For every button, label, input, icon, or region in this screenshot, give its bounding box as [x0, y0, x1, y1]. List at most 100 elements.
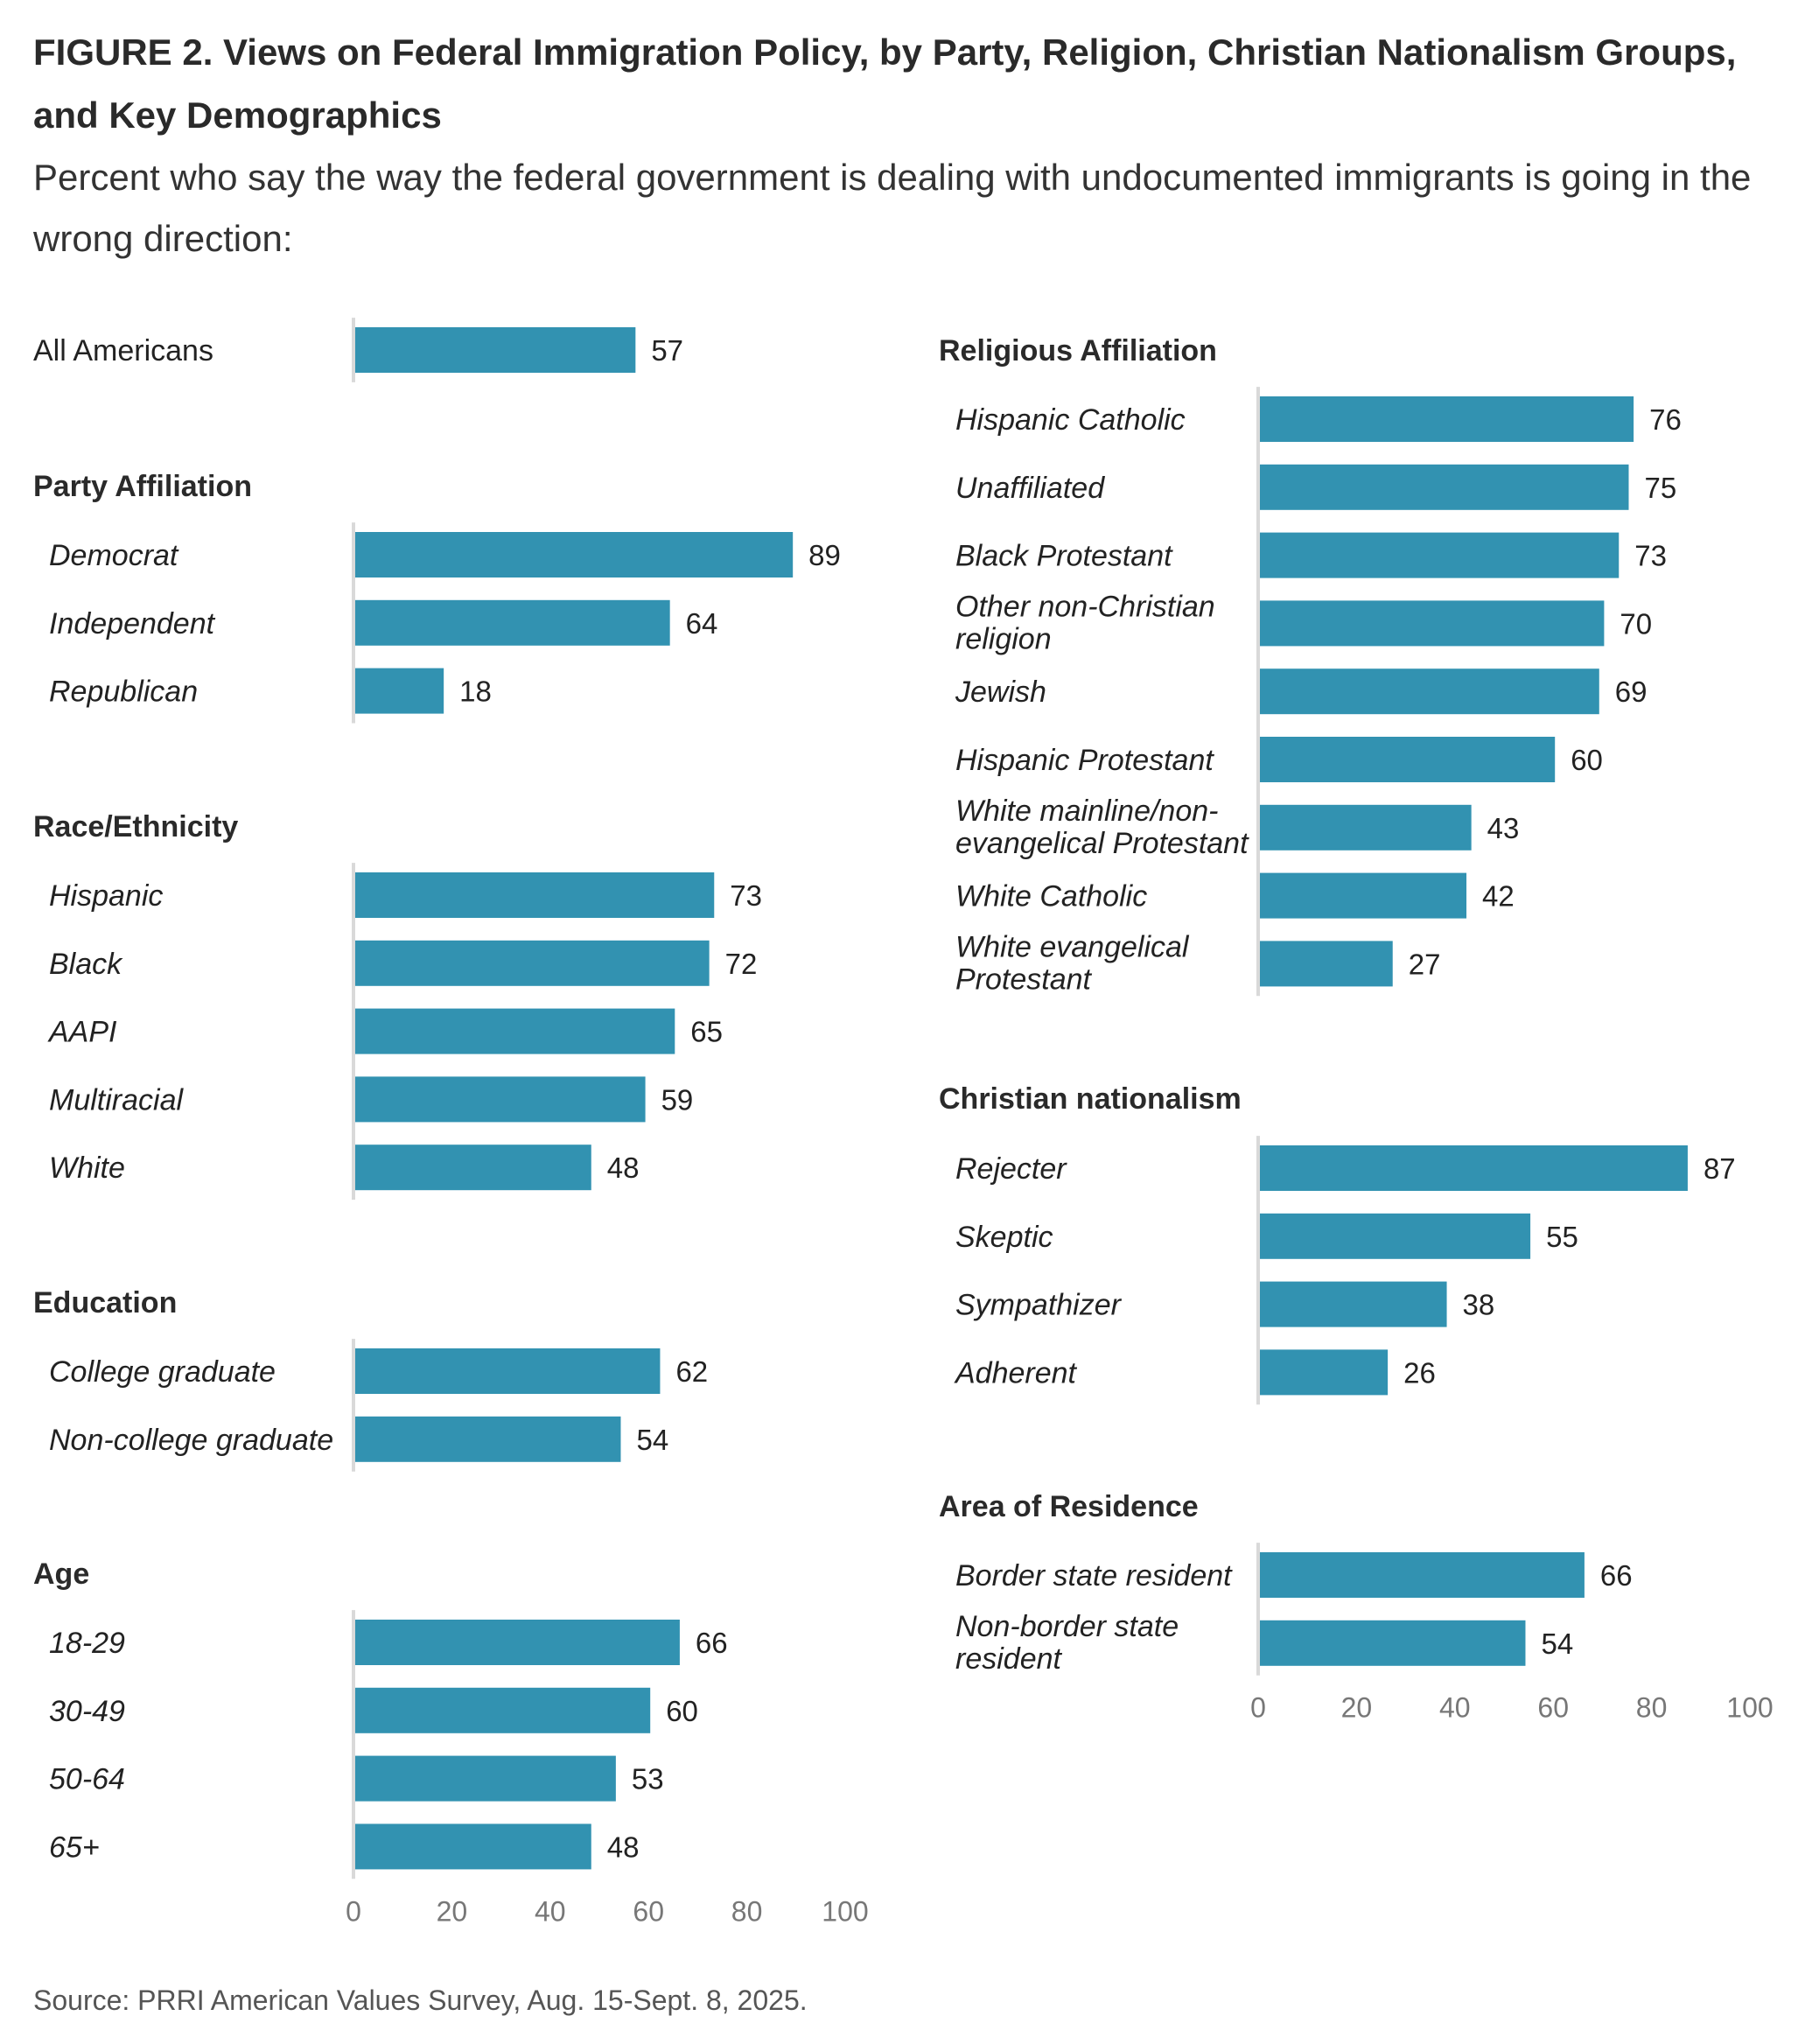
data-label: 64 — [686, 607, 718, 640]
data-label: 42 — [1482, 880, 1515, 913]
bar — [355, 532, 794, 578]
data-label: 73 — [1634, 540, 1667, 572]
data-label: 60 — [666, 1695, 698, 1727]
bar — [1260, 1552, 1585, 1598]
bar — [1260, 668, 1599, 715]
bar — [1260, 804, 1472, 850]
data-label: 72 — [725, 948, 758, 980]
data-label: 59 — [661, 1083, 694, 1116]
category-label: Non-college graduate — [49, 1424, 333, 1457]
bar — [355, 1348, 661, 1394]
category-label: Democrat — [49, 539, 179, 572]
bar — [355, 1824, 591, 1870]
panel-heading: Religious Affiliation — [939, 334, 1217, 368]
data-label: 62 — [675, 1355, 708, 1388]
bar — [1260, 872, 1467, 919]
bar — [355, 327, 636, 373]
bar — [355, 872, 715, 918]
data-label: 18 — [459, 676, 492, 708]
data-label: 27 — [1409, 948, 1441, 980]
panel-heading: Party Affiliation — [33, 470, 252, 503]
x-tick-label: 60 — [633, 1895, 664, 1927]
bar — [1260, 737, 1556, 782]
x-tick-label: 100 — [822, 1895, 868, 1927]
x-tick-label: 20 — [437, 1895, 468, 1927]
bar — [1260, 1145, 1688, 1191]
category-label: 50-64 — [49, 1763, 125, 1796]
bar — [355, 1008, 675, 1054]
x-tick-label: 40 — [1439, 1692, 1471, 1724]
category-label: Republican — [49, 676, 198, 709]
data-label: 60 — [1571, 744, 1603, 776]
bar — [1260, 396, 1634, 442]
bar — [1260, 1349, 1389, 1396]
data-label: 43 — [1487, 812, 1520, 844]
data-label: 54 — [1541, 1628, 1573, 1660]
category-label: Other non-Christian religion — [955, 590, 1215, 655]
x-tick-label: 80 — [731, 1895, 763, 1927]
category-label: White — [49, 1152, 125, 1185]
category-label: Independent — [49, 607, 216, 640]
x-tick-label: 60 — [1537, 1692, 1569, 1724]
bar — [355, 1416, 621, 1462]
data-label: 48 — [607, 1152, 640, 1184]
data-label: 70 — [1620, 607, 1652, 640]
bar — [1260, 1620, 1526, 1666]
bar — [1260, 941, 1393, 987]
data-label: 57 — [651, 334, 683, 367]
bar — [1260, 600, 1605, 647]
category-label: Border state resident — [955, 1559, 1233, 1592]
category-label: White Catholic — [955, 880, 1147, 914]
category-label: Non-border state resident — [955, 1610, 1179, 1676]
category-label: White mainline/non-evangelical Protestan… — [955, 794, 1249, 860]
x-tick-label: 40 — [535, 1895, 566, 1927]
category-label: AAPI — [47, 1016, 117, 1049]
bar — [1260, 1213, 1531, 1259]
data-label: 66 — [1600, 1559, 1633, 1592]
data-label: 69 — [1615, 676, 1648, 708]
data-label: 89 — [808, 539, 841, 571]
data-label: 66 — [696, 1627, 728, 1659]
category-label: 65+ — [49, 1830, 100, 1864]
bar — [355, 1755, 616, 1802]
panel-heading: Christian nationalism — [939, 1082, 1242, 1116]
category-label: Skeptic — [955, 1221, 1053, 1254]
category-label: Hispanic Catholic — [955, 403, 1186, 437]
category-label: College graduate — [49, 1355, 276, 1389]
category-label: White evangelical Protestant — [955, 930, 1190, 996]
x-tick-label: 20 — [1341, 1692, 1373, 1724]
x-tick-label: 0 — [1250, 1692, 1266, 1724]
panel-heading: Education — [33, 1286, 177, 1320]
category-label: Unaffiliated — [955, 472, 1105, 505]
bar — [355, 1687, 651, 1733]
x-tick-label: 100 — [1726, 1692, 1773, 1724]
bar — [355, 668, 444, 714]
x-tick-label: 0 — [346, 1895, 361, 1927]
bar — [1260, 1281, 1447, 1327]
data-label: 75 — [1645, 472, 1677, 504]
category-label: Rejecter — [955, 1152, 1067, 1186]
category-label: Adherent — [954, 1356, 1078, 1390]
category-label: Sympathizer — [955, 1289, 1123, 1322]
bar — [355, 1144, 591, 1191]
category-label: Multiracial — [49, 1083, 184, 1116]
data-label: 53 — [632, 1763, 664, 1796]
bar — [355, 1076, 646, 1123]
panel-heading: Age — [33, 1558, 89, 1591]
category-label: Hispanic — [49, 879, 163, 913]
bar — [355, 940, 710, 986]
data-label: 76 — [1649, 403, 1682, 436]
chart-title: FIGURE 2. Views on Federal Immigration P… — [33, 32, 1737, 136]
bar — [355, 1620, 680, 1665]
bar — [1260, 532, 1620, 578]
data-label: 55 — [1546, 1221, 1578, 1253]
data-label: 87 — [1704, 1152, 1736, 1185]
data-label: 65 — [690, 1016, 723, 1048]
data-label: 38 — [1463, 1289, 1495, 1321]
x-tick-label: 80 — [1636, 1692, 1668, 1724]
category-label: 18-29 — [49, 1627, 125, 1660]
data-label: 54 — [636, 1424, 668, 1456]
panel-heading: Race/Ethnicity — [33, 810, 238, 844]
category-label: Hispanic Protestant — [955, 744, 1214, 777]
